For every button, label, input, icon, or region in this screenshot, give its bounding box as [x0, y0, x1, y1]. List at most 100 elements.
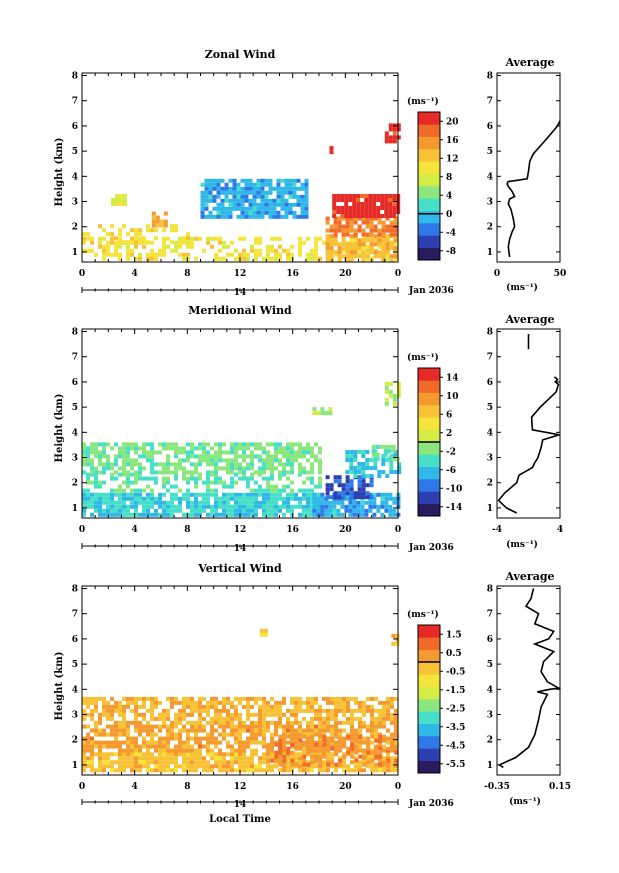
- vertical-average-ytick-8: 8: [487, 585, 493, 595]
- meridional-colorbar-tick-3: 2: [446, 429, 452, 439]
- vertical-average-frame: [496, 585, 561, 776]
- meridional-average-ytick-5: 5: [487, 403, 493, 413]
- vertical-ytick-label-2: 2: [72, 736, 78, 746]
- zonal-average-frame: [496, 72, 561, 263]
- vertical-average-title: Average: [504, 570, 554, 583]
- zonal-average-ytick-6: 6: [487, 122, 493, 132]
- vertical-data-region-2: [82, 696, 398, 725]
- zonal-data-region-7: [332, 194, 401, 218]
- meridional-colorbar-segment-11: [418, 368, 440, 381]
- zonal-colorbar-segment-9: [418, 136, 440, 150]
- vertical-average-xtick-1: 0.15: [549, 782, 571, 792]
- vertical-heatmap-cells: [82, 628, 400, 773]
- zonal-date-label: Jan 2036: [408, 286, 454, 296]
- vertical-xtick-label-2: 8: [184, 782, 190, 792]
- meridional-colorbar-segment-10: [418, 380, 440, 393]
- zonal-ytick-label-1: 1: [72, 248, 78, 258]
- zonal-ytick-label-8: 8: [72, 72, 78, 82]
- meridional-xtick-label-5: 20: [339, 525, 352, 535]
- vertical-xtick-label-6: 0: [395, 782, 401, 792]
- zonal-average-unit: (ms⁻¹): [506, 282, 538, 293]
- zonal-data-region-6: [325, 216, 398, 237]
- zonal-colorbar-tick-2: 12: [446, 154, 459, 164]
- vertical-ytick-label-3: 3: [72, 711, 78, 721]
- vertical-ytick-label-6: 6: [72, 635, 78, 645]
- meridional-average-ytick-3: 3: [487, 454, 493, 464]
- zonal-xtick-label-2: 8: [184, 269, 190, 279]
- zonal-xtick-label-1: 4: [132, 269, 138, 279]
- meridional-colorbar-segment-0: [418, 503, 440, 517]
- vertical-colorbar: 1.5 0.5 -0.5 -1.5 -2.5 -3.5 -4.5 -5.5: [417, 624, 465, 774]
- vertical-colorbar-tick-7: -5.5: [446, 760, 465, 770]
- meridional-colorbar-segment-7: [418, 417, 440, 430]
- meridional-data-region-0: [82, 492, 322, 517]
- vertical-colorbar-segment-7: [418, 674, 440, 687]
- zonal-heatmap-cells: [82, 123, 401, 263]
- meridional-average-ytick-4: 4: [487, 428, 493, 438]
- meridional-heatmap-cells: [82, 381, 402, 517]
- zonal-colorbar-segment-4: [418, 198, 440, 211]
- vertical-average-xtick-0: -0.35: [484, 782, 510, 792]
- meridional-date-day: 14: [234, 544, 247, 554]
- vertical-colorbar-tick-0: 1.5: [446, 630, 462, 640]
- vertical-ytick-label-8: 8: [72, 585, 78, 595]
- meridional-average-xtick-1: 4: [557, 525, 563, 535]
- zonal-ytick-label-4: 4: [72, 172, 78, 182]
- vertical-data-region-5: [391, 633, 400, 646]
- vertical-colorbar-tick-6: -4.5: [446, 741, 465, 751]
- zonal-colorbar-segment-0: [418, 247, 440, 261]
- vertical-colorbar-tick-1: 0.5: [446, 649, 462, 659]
- meridional-height-label: Height (km): [54, 394, 65, 463]
- meridional-ytick-label-4: 4: [72, 428, 78, 438]
- zonal-ytick-label-5: 5: [72, 147, 78, 157]
- meridional-colorbar-segment-4: [418, 454, 440, 467]
- zonal-colorbar-segment-10: [418, 124, 440, 137]
- vertical-xtick-label-3: 12: [234, 782, 247, 792]
- meridional-colorbar: 14 10 6 2 -2 -6 -10 -14: [417, 367, 462, 517]
- vertical-date-label: Jan 2036: [408, 799, 454, 809]
- meridional-colorbar-segment-1: [418, 491, 440, 504]
- meridional-data-region-5: [345, 450, 402, 478]
- zonal-average-profile: 1 2 3 4 5 6 7 8 0 50: [487, 72, 567, 279]
- vertical-xtick-label-4: 16: [286, 782, 299, 792]
- meridional-xtick-label-3: 12: [234, 525, 247, 535]
- meridional-date-label: Jan 2036: [408, 543, 454, 553]
- vertical-ytick-label-7: 7: [72, 610, 78, 620]
- vertical-average-ytick-3: 3: [487, 711, 493, 721]
- meridional-xtick-label-1: 4: [132, 525, 138, 535]
- vertical-colorbar-segment-3: [418, 723, 440, 737]
- meridional-data-region-2: [82, 442, 322, 475]
- zonal-xtick-label-4: 16: [286, 269, 299, 279]
- vertical-colorbar-segment-6: [418, 686, 440, 700]
- vertical-data-region-3: [266, 734, 399, 767]
- meridional-ytick-label-8: 8: [72, 328, 78, 338]
- meridional-colorbar-tick-4: -2: [446, 447, 456, 457]
- meridional-average-profile: 1 2 3 4 5 6 7 8 -4 4: [487, 328, 563, 535]
- zonal-colorbar-tick-5: 0: [446, 210, 452, 220]
- meridional-average-line: [497, 376, 560, 514]
- vertical-xtick-label-5: 20: [339, 782, 352, 792]
- vertical-ytick-label-4: 4: [72, 685, 78, 695]
- vertical-colorbar-tick-3: -1.5: [446, 686, 465, 696]
- vertical-data-region-0: [82, 752, 398, 773]
- vertical-average-profile: 1 2 3 4 5 6 7 8 -0.35 0.15: [484, 585, 571, 792]
- zonal-average-xtick-1: 50: [554, 269, 567, 279]
- vertical-ytick-label-5: 5: [72, 660, 78, 670]
- meridional-colorbar-tick-6: -10: [446, 484, 462, 494]
- meridional-colorbar-segment-6: [418, 429, 440, 443]
- zonal-colorbar-tick-0: 20: [446, 117, 459, 127]
- zonal-data-region-2: [151, 211, 168, 228]
- vertical-colorbar-segment-0: [418, 760, 440, 774]
- meridional-average-frame: [496, 328, 561, 519]
- meridional-colorbar-tick-5: -6: [446, 466, 456, 476]
- zonal-xtick-label-3: 12: [234, 269, 247, 279]
- vertical-colorbar-tick-2: -0.5: [446, 667, 465, 677]
- vertical-average-unit: (ms⁻¹): [509, 796, 541, 807]
- meridional-xtick-label-0: 0: [79, 525, 85, 535]
- meridional-ytick-label-3: 3: [72, 454, 78, 464]
- meridional-xtick-label-6: 0: [395, 525, 401, 535]
- meridional-colorbar-tick-2: 6: [446, 410, 452, 420]
- zonal-colorbar-tick-6: -4: [446, 228, 456, 238]
- zonal-colorbar-segment-3: [418, 210, 440, 224]
